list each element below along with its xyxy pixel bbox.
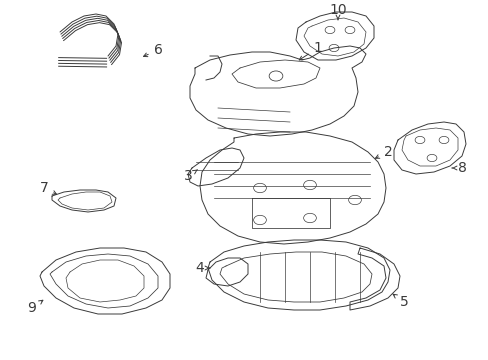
Text: 2: 2 <box>375 145 391 159</box>
Text: 8: 8 <box>451 161 466 175</box>
Text: 9: 9 <box>27 300 43 315</box>
Text: 1: 1 <box>299 41 322 60</box>
Text: 5: 5 <box>392 294 407 309</box>
Text: 6: 6 <box>143 43 162 57</box>
Text: 3: 3 <box>183 169 197 183</box>
Text: 4: 4 <box>195 261 209 275</box>
Text: 10: 10 <box>328 3 346 20</box>
Text: 7: 7 <box>40 181 57 195</box>
